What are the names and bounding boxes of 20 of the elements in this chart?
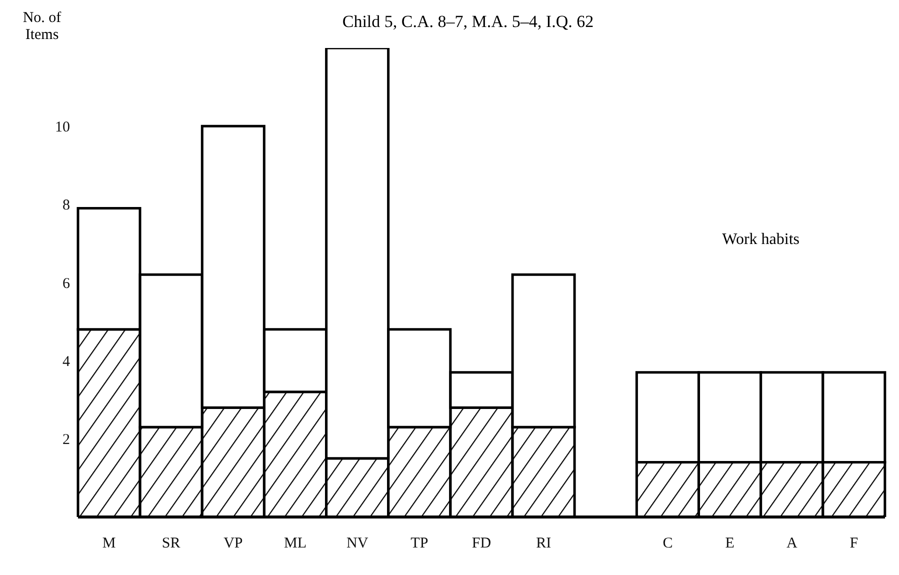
x-tick-label: A [786,536,798,552]
y-tick-label: 2 [62,432,70,448]
annotation: Work habits [722,231,800,248]
x-tick-label: SR [162,536,180,552]
x-tick-label: E [725,536,734,552]
y-tick-label: 6 [62,276,70,292]
y-tick-label: 8 [62,198,70,214]
x-tick-label: FD [472,536,492,552]
x-tick-label: VP [224,536,243,552]
x-tick-label: NV [346,536,368,552]
x-tick-label: F [850,536,858,552]
y-axis-title: No. of Items [22,10,62,43]
chart-title: Child 5, C.A. 8–7, M.A. 5–4, I.Q. 62 [342,12,594,31]
y-tick-label: 10 [55,119,70,136]
x-tick-label: RI [536,536,552,552]
x-tick-label: M [102,536,116,552]
x-tick-label: TP [410,536,428,552]
x-tick-label: C [662,536,673,552]
y-tick-label: 4 [62,354,70,370]
x-tick-label: ML [284,536,307,552]
